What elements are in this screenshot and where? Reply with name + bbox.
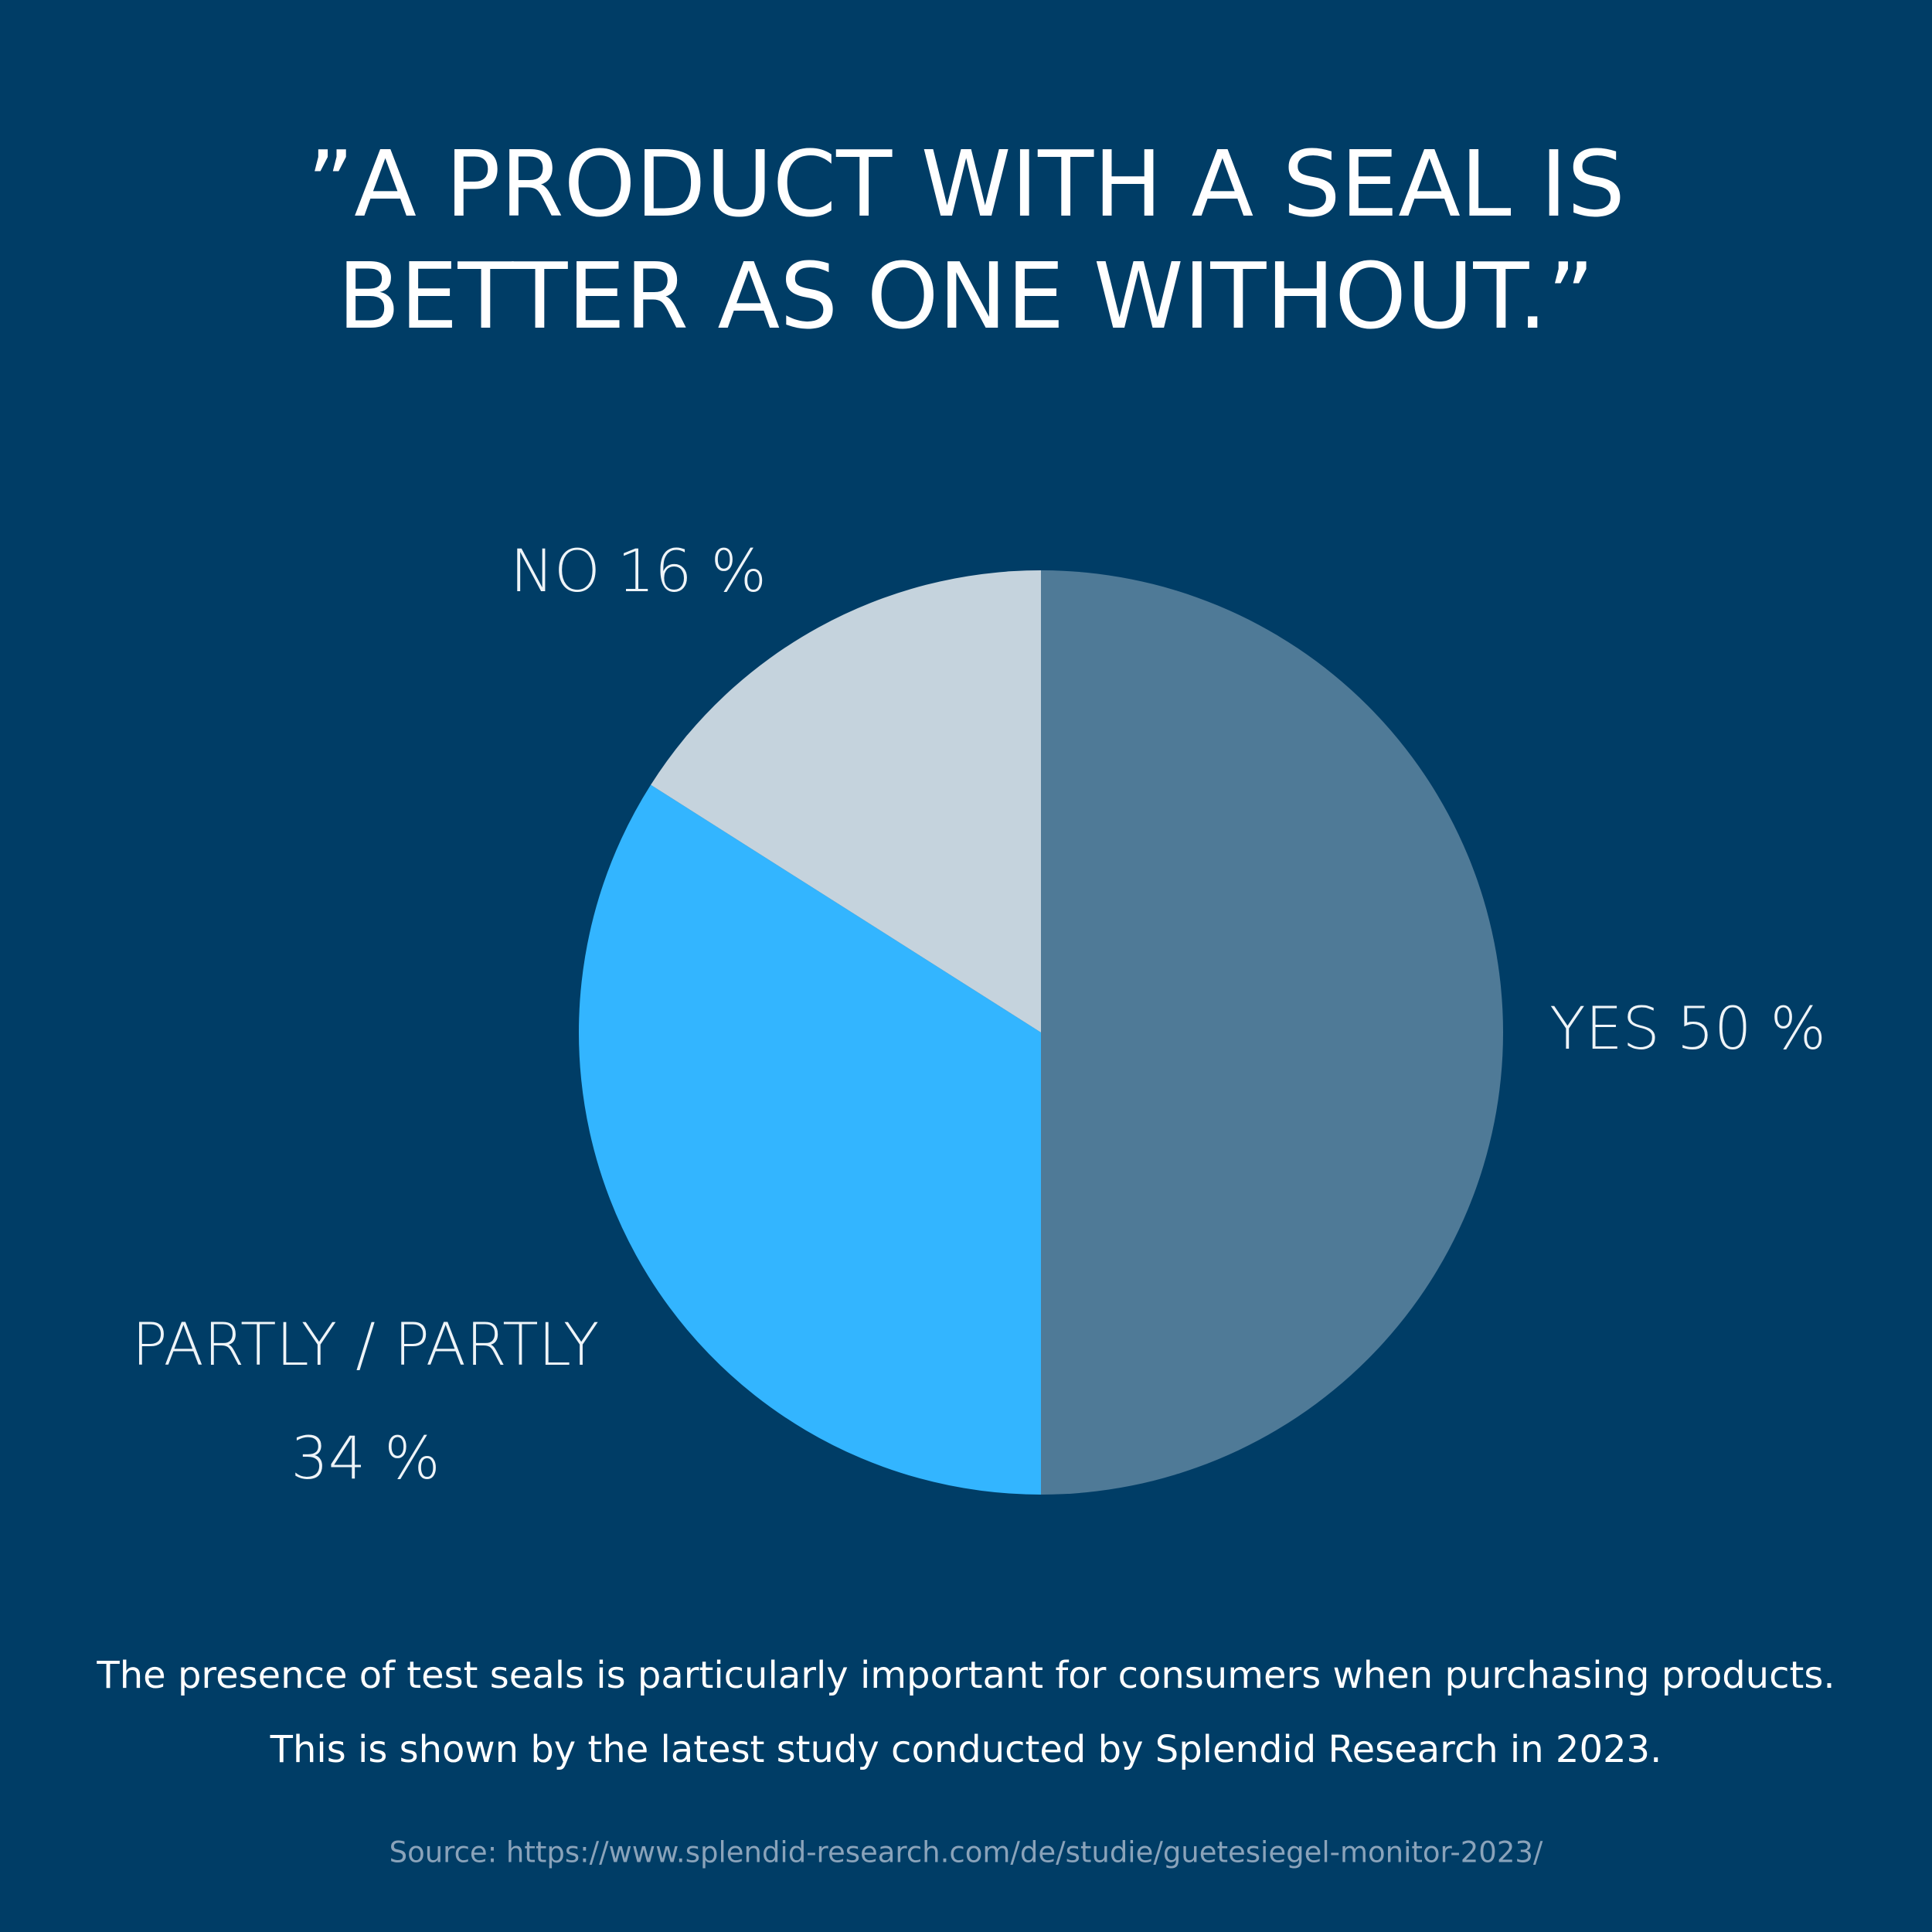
value-label: 50 % bbox=[1677, 994, 1826, 1063]
source: Source: https://www.splendid-research.co… bbox=[389, 1836, 1543, 1869]
caption: This is shown by the latest study conduc… bbox=[270, 1728, 1662, 1771]
slice-label: YES 50 % bbox=[1549, 994, 1826, 1063]
category-label: NO bbox=[510, 536, 600, 605]
category-label: PARTLY / PARTLY bbox=[132, 1310, 600, 1379]
value-label: 16 % bbox=[617, 536, 767, 605]
caption: The presence of test seals is particular… bbox=[96, 1654, 1835, 1697]
pie-slice bbox=[578, 784, 1041, 1495]
chart-title: ”A PRODUCT WITH A SEAL IS bbox=[307, 131, 1625, 237]
pie-slice bbox=[1041, 570, 1503, 1495]
category-label: YES bbox=[1549, 994, 1660, 1063]
value-label: 34 % bbox=[291, 1423, 440, 1492]
slice-label: NO 16 % bbox=[510, 536, 767, 605]
pie-slice bbox=[651, 570, 1041, 1032]
chart-title: BETTER AS ONE WITHOUT.” bbox=[338, 243, 1594, 349]
